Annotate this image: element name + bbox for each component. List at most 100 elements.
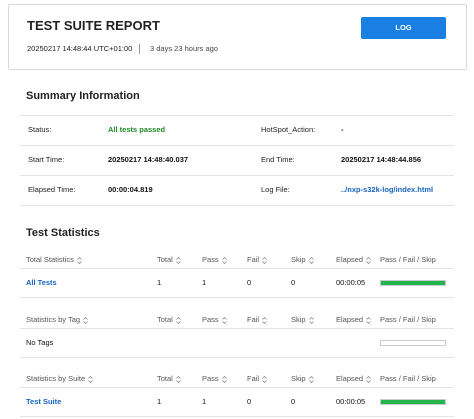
- sort-icon[interactable]: [366, 316, 371, 324]
- bar-pass: [381, 281, 445, 285]
- column-header[interactable]: Pass: [202, 314, 227, 326]
- field-value: -: [341, 125, 344, 134]
- column-header[interactable]: Skip: [291, 314, 314, 326]
- column-header[interactable]: Elapsed: [336, 314, 371, 326]
- status-bar: [380, 399, 446, 405]
- divider: [20, 357, 454, 358]
- sort-icon[interactable]: [308, 316, 314, 324]
- column-header[interactable]: Total Statistics: [26, 254, 82, 266]
- status-bar: [380, 280, 446, 286]
- column-header-text: Pass / Fail / Skip: [380, 255, 436, 264]
- cell-total: 1: [157, 397, 162, 406]
- cell-total: 1: [157, 278, 162, 287]
- cell-pass: 1: [202, 278, 207, 287]
- column-header-text: Elapsed: [336, 374, 364, 383]
- column-header[interactable]: Pass / Fail / Skip: [380, 254, 436, 266]
- column-header-text: Statistics by Tag: [26, 315, 81, 324]
- report-title: TEST SUITE REPORT: [27, 18, 160, 33]
- column-header[interactable]: Total: [157, 254, 181, 266]
- column-header-text: Total: [157, 315, 173, 324]
- column-header-text: Skip: [291, 315, 306, 324]
- divider: [20, 268, 454, 269]
- column-header[interactable]: Total: [157, 373, 181, 385]
- cell-fail: 0: [247, 278, 252, 287]
- sort-icon[interactable]: [221, 256, 227, 264]
- header-card: [8, 4, 467, 70]
- sort-icon[interactable]: [221, 375, 227, 383]
- divider: [20, 205, 454, 206]
- column-header-text: Pass / Fail / Skip: [380, 315, 436, 324]
- divider: [20, 297, 454, 298]
- column-header-text: Pass: [202, 374, 219, 383]
- field-label: Start Time:: [28, 155, 65, 164]
- row-label[interactable]: Test Suite: [26, 397, 62, 406]
- cell-skip: 0: [291, 397, 296, 406]
- statistics-title: Test Statistics: [26, 227, 100, 239]
- sort-icon[interactable]: [262, 316, 267, 324]
- column-header[interactable]: Fail: [247, 254, 267, 266]
- empty-row: No Tags: [26, 338, 54, 347]
- column-header-text: Elapsed: [336, 315, 364, 324]
- column-header[interactable]: Elapsed: [336, 254, 371, 266]
- field-label: Elapsed Time:: [28, 185, 76, 194]
- sort-icon[interactable]: [77, 256, 82, 264]
- status-bar: [380, 340, 446, 346]
- sort-icon[interactable]: [262, 256, 267, 264]
- column-header[interactable]: Skip: [291, 254, 314, 266]
- separator: [139, 44, 140, 54]
- column-header[interactable]: Fail: [247, 373, 267, 385]
- field-label: Status:: [28, 125, 52, 134]
- field-label: Log File:: [261, 185, 290, 194]
- column-header-text: Fail: [247, 374, 260, 383]
- column-header[interactable]: Pass: [202, 373, 227, 385]
- sort-icon[interactable]: [83, 316, 88, 324]
- column-header-text: Elapsed: [336, 255, 364, 264]
- field-value: 20250217 14:48:44.856: [341, 155, 422, 164]
- column-header-text: Total: [157, 374, 173, 383]
- column-header[interactable]: Fail: [247, 314, 267, 326]
- sort-icon[interactable]: [308, 375, 314, 383]
- column-header[interactable]: Skip: [291, 373, 314, 385]
- bar-pass: [381, 400, 445, 404]
- field-value: All tests passed: [108, 125, 166, 134]
- sort-icon[interactable]: [366, 256, 371, 264]
- sort-icon[interactable]: [262, 375, 267, 383]
- column-header[interactable]: Pass: [202, 254, 227, 266]
- column-header-text: Pass: [202, 315, 219, 324]
- row-label[interactable]: All Tests: [26, 278, 57, 287]
- column-header[interactable]: Pass / Fail / Skip: [380, 373, 436, 385]
- log-button[interactable]: LOG: [361, 17, 446, 39]
- column-header-text: Skip: [291, 255, 306, 264]
- field-label: End Time:: [261, 155, 295, 164]
- column-header-text: Total: [157, 255, 173, 264]
- sort-icon[interactable]: [366, 375, 371, 383]
- column-header[interactable]: Pass / Fail / Skip: [380, 314, 436, 326]
- column-header[interactable]: Statistics by Tag: [26, 314, 88, 326]
- column-header-text: Fail: [247, 255, 260, 264]
- sort-icon[interactable]: [176, 375, 181, 383]
- column-header-text: Fail: [247, 315, 260, 324]
- sort-icon[interactable]: [221, 316, 227, 324]
- field-label: HotSpot_Action:: [261, 125, 316, 134]
- cell-fail: 0: [247, 397, 252, 406]
- sort-icon[interactable]: [88, 375, 93, 383]
- cell-elapsed: 00:00:05: [336, 397, 366, 406]
- sort-icon[interactable]: [176, 316, 181, 324]
- cell-pass: 1: [202, 397, 207, 406]
- column-header-text: Total Statistics: [26, 255, 74, 264]
- sort-icon[interactable]: [176, 256, 181, 264]
- divider: [20, 115, 454, 116]
- cell-elapsed: 00:00:05: [336, 278, 366, 287]
- divider: [20, 387, 454, 388]
- column-header[interactable]: Elapsed: [336, 373, 371, 385]
- generated: 20250217 14:48:44 UTC+01:00: [27, 44, 133, 53]
- cell-skip: 0: [291, 278, 296, 287]
- sort-icon[interactable]: [308, 256, 314, 264]
- divider: [20, 145, 454, 146]
- column-header-text: Statistics by Suite: [26, 374, 86, 383]
- column-header-text: Pass / Fail / Skip: [380, 374, 436, 383]
- column-header[interactable]: Total: [157, 314, 181, 326]
- column-header[interactable]: Statistics by Suite: [26, 373, 93, 385]
- field-value[interactable]: ../nxp-s32k-log/index.html: [341, 185, 434, 194]
